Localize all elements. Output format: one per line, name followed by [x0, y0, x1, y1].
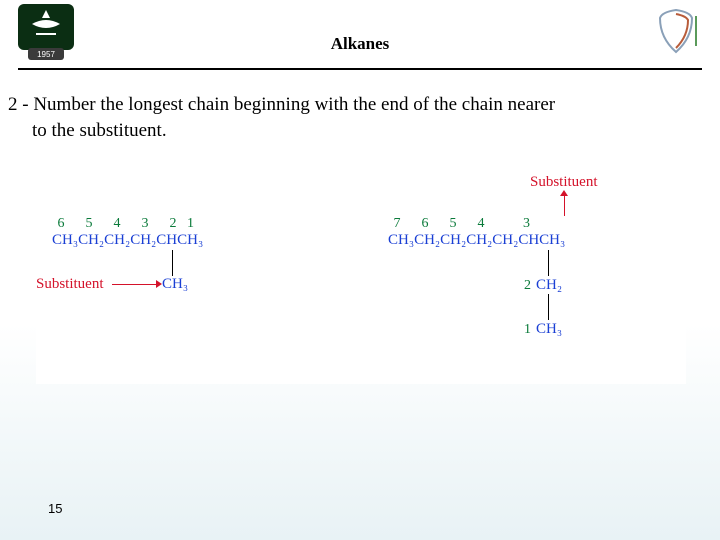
mol-left-chain: CH₃CH₂CH₂CH₂CHCH₃: [52, 232, 203, 249]
slide-title: Alkanes: [0, 0, 720, 54]
mol-right-sub-label: Substituent: [530, 174, 598, 191]
mol-right-chain: CH₃CH₂CH₂CH₂CH₂CHCH₃: [388, 232, 565, 249]
mol-left-nums: 6 5 4 3 2 1: [54, 216, 194, 232]
rule-line2: to the substituent.: [8, 118, 708, 144]
mol-left-arrow-head: [156, 280, 162, 288]
header-rule: [18, 68, 702, 70]
mol-right-arrow-head: [560, 190, 568, 196]
mol-left-bond: [172, 250, 173, 276]
slide-header: 1957 Alkanes: [0, 0, 720, 64]
rule-line1: 2 - Number the longest chain beginning w…: [8, 94, 555, 115]
mol-right-branch2: CH₂: [536, 276, 562, 294]
mol-left-branch: CH₃: [162, 276, 188, 293]
mol-right-nums: 7 6 5 4 3: [390, 216, 530, 232]
mol-right-branch1-num: 1: [524, 320, 531, 338]
mol-right-bond2: [548, 294, 549, 320]
logo-year: 1957: [37, 50, 55, 59]
chemistry-diagram: 6 5 4 3 2 1 CH₃CH₂CH₂CH₂CHCH₃ CH₃ Substi…: [36, 174, 686, 384]
slide-number: 15: [48, 501, 62, 516]
mol-left-arrow-line: [112, 284, 158, 285]
mol-right-bond1: [548, 250, 549, 276]
university-emblem-left: 1957: [18, 4, 74, 60]
mol-left-sub-label: Substituent: [36, 276, 104, 293]
rule-text: 2 - Number the longest chain beginning w…: [8, 92, 708, 143]
mol-right-branch2-num: 2: [524, 276, 531, 294]
shield-logo-right: [650, 6, 702, 58]
mol-right-branch1: CH₃: [536, 320, 562, 338]
